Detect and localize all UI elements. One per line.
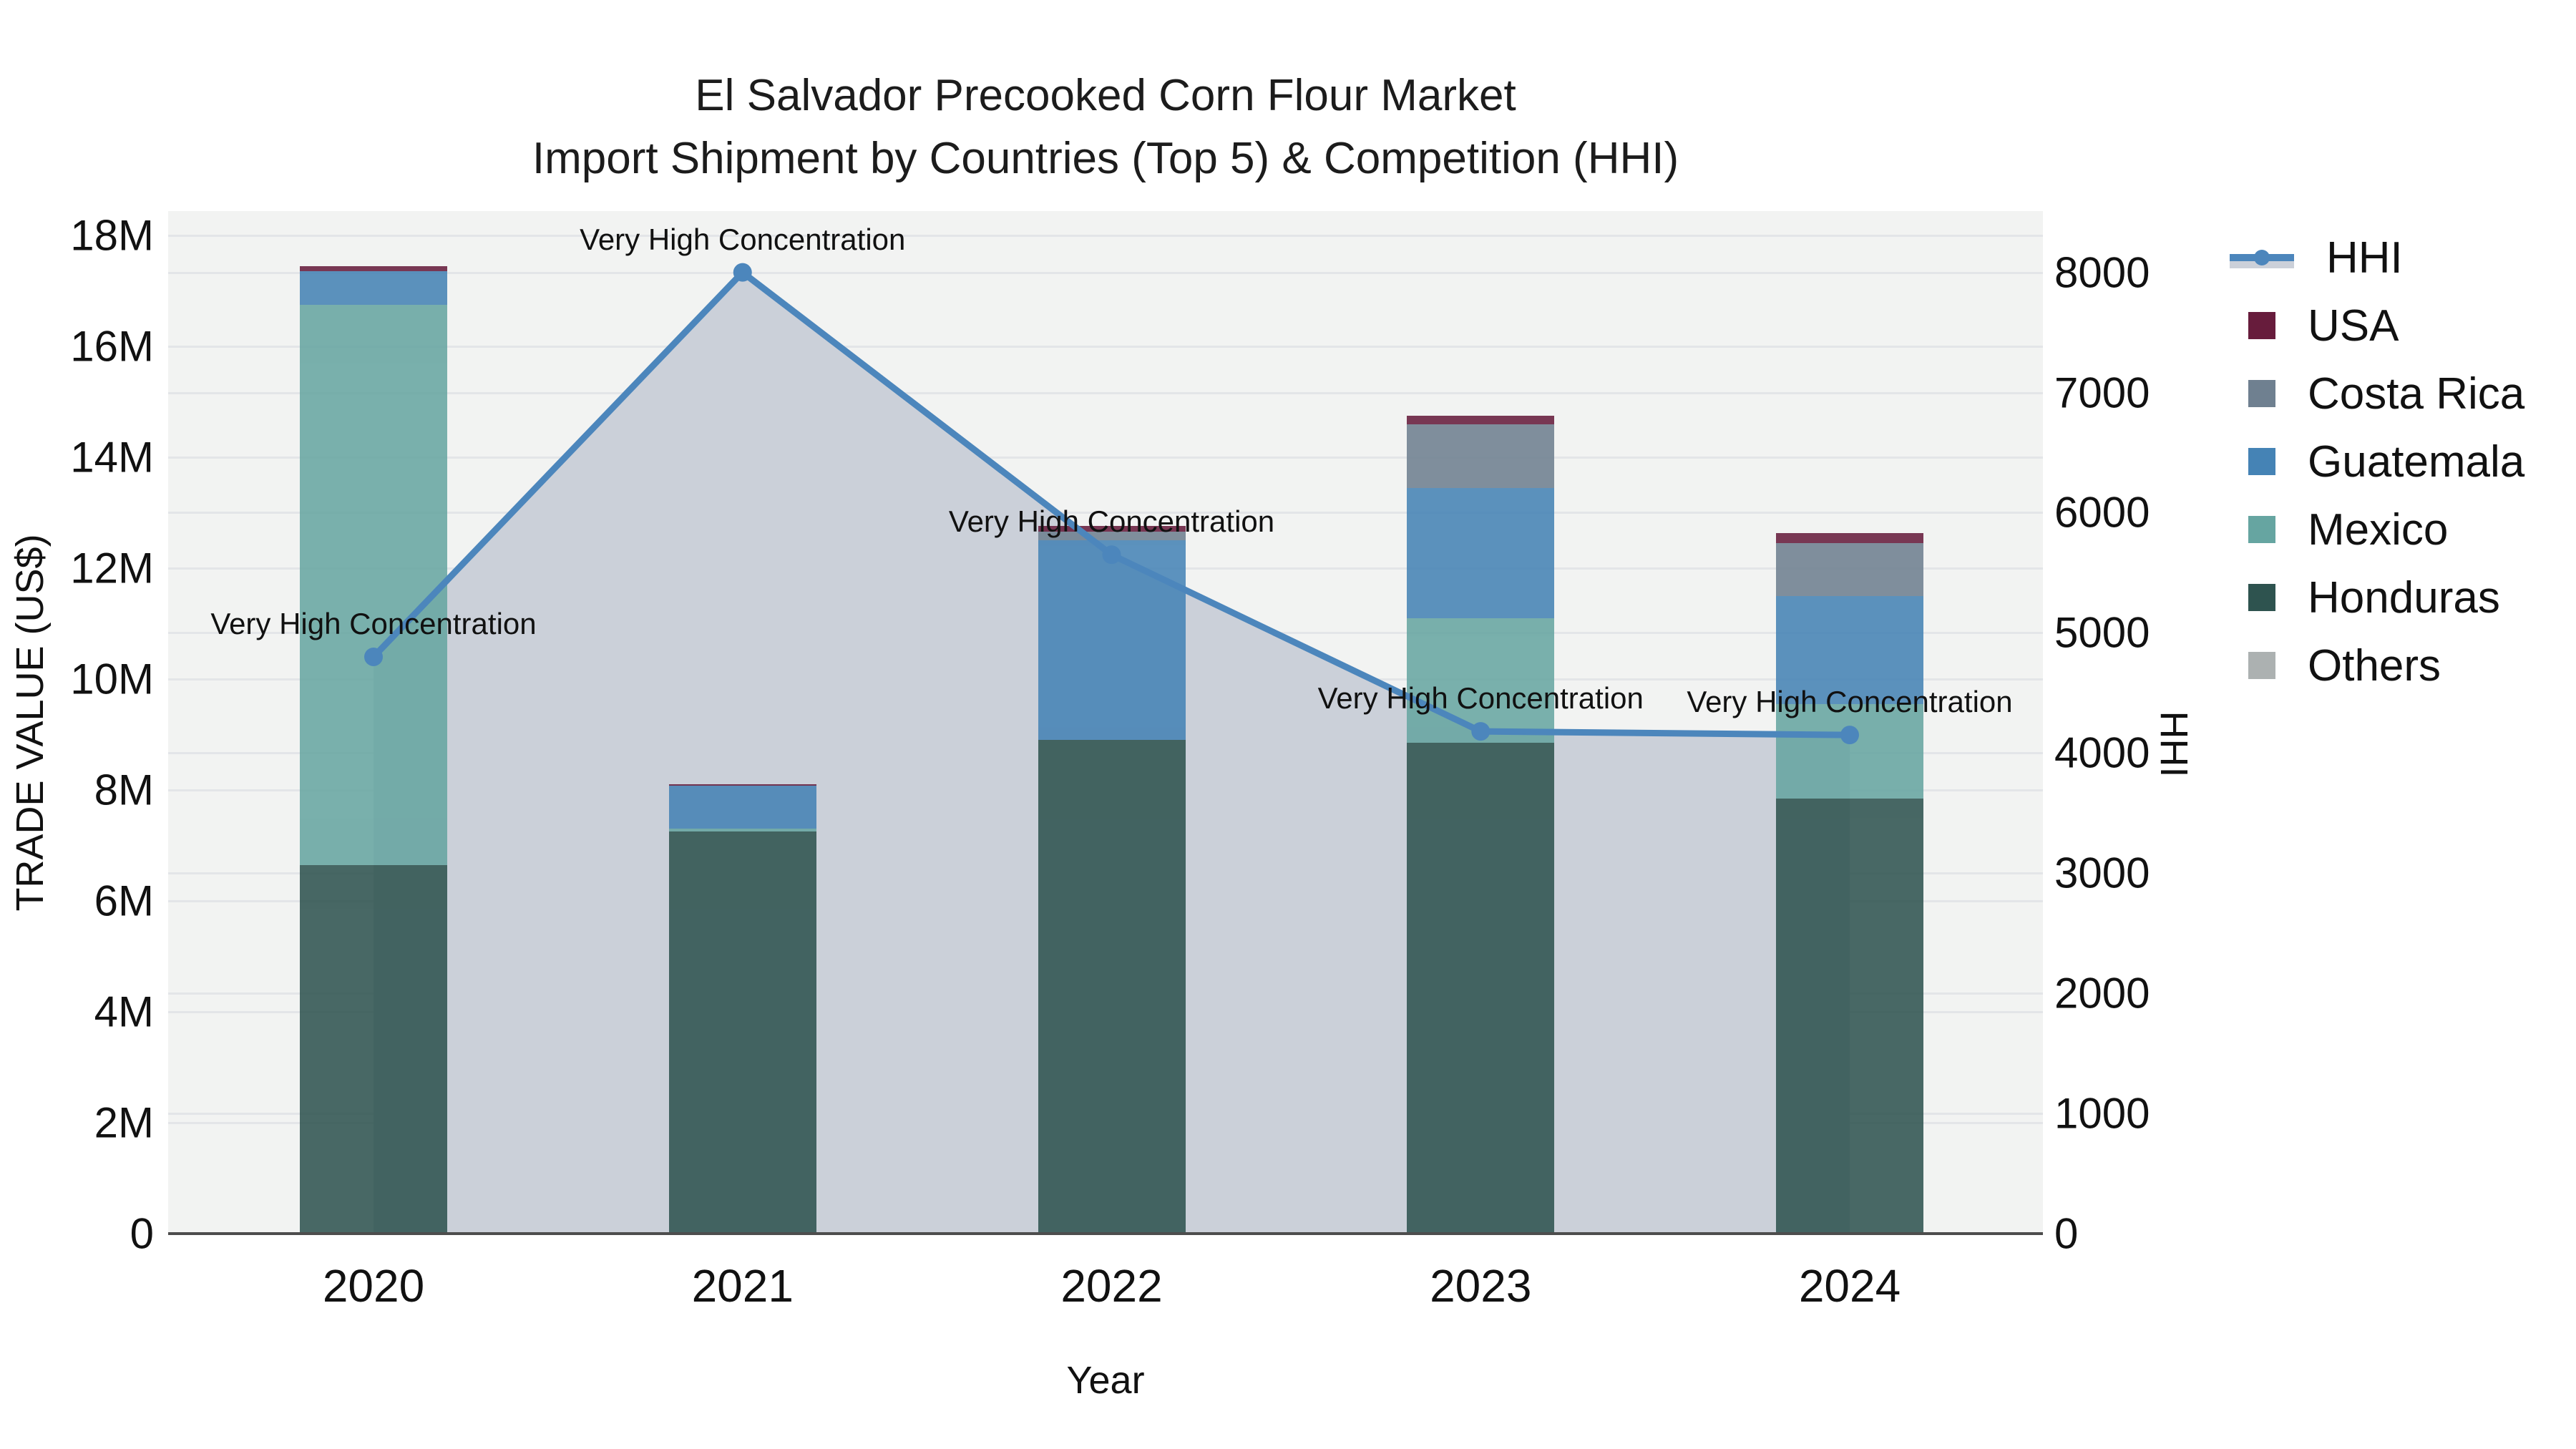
right-axis-tick: 2000 [2054, 969, 2150, 1018]
annotations-layer: Very High Concentration Very High Concent… [168, 211, 2043, 1234]
x-axis-tick-2022: 2022 [1060, 1260, 1163, 1312]
x-axis-tick-2021: 2021 [691, 1260, 794, 1312]
stacked-bar-2022 [1038, 526, 1186, 1234]
x-axis-line [168, 1232, 2043, 1235]
left-axis-tick: 4M [94, 987, 154, 1036]
stacked-bar-2024 [1776, 533, 1923, 1234]
legend-swatch-usa [2248, 312, 2275, 339]
hhi-marker-2024[interactable] [1840, 726, 1859, 745]
bar-segment-honduras-2021[interactable] [668, 831, 816, 1234]
right-axis-tick: 4000 [2054, 728, 2150, 777]
gridline-right-axis [168, 271, 2043, 274]
bar-segment-mexico-2021[interactable] [668, 829, 816, 832]
right-axis-title: HHI [2152, 711, 2195, 778]
bar-segment-guatemala-2021[interactable] [668, 785, 816, 829]
bar-segment-guatemala-2023[interactable] [1407, 487, 1555, 618]
left-axis-tick: 18M [70, 211, 154, 260]
gridline-left-axis [168, 346, 2043, 348]
bar-segment-honduras-2020[interactable] [300, 864, 447, 1234]
gridline-left-axis [168, 235, 2043, 238]
right-axis-tick: 8000 [2054, 248, 2150, 297]
legend-item-others[interactable]: Others [2225, 637, 2569, 694]
legend-label-mexico: Mexico [2308, 504, 2449, 555]
x-axis-title: Year [1066, 1359, 1145, 1402]
bar-segment-usa-2022[interactable] [1038, 526, 1186, 532]
legend-item-costa_rica[interactable]: Costa Rica [2225, 365, 2569, 422]
bar-segment-guatemala-2020[interactable] [300, 271, 447, 305]
annotation-2020: Very High Concentration [210, 606, 537, 640]
bar-segment-guatemala-2022[interactable] [1038, 540, 1186, 741]
bar-segment-usa-2021[interactable] [668, 784, 816, 786]
legend-swatch-costa_rica [2248, 380, 2275, 407]
bar-segment-mexico-2020[interactable] [300, 304, 447, 865]
hhi-line-layer [168, 211, 2043, 1234]
gridline-right-axis [168, 512, 2043, 514]
stacked-bar-2021 [668, 784, 816, 1234]
x-axis-tick-2023: 2023 [1430, 1260, 1532, 1312]
gridline-left-axis [168, 457, 2043, 459]
annotation-2022: Very High Concentration [948, 504, 1275, 539]
bar-segment-usa-2024[interactable] [1776, 533, 1923, 544]
x-axis-tick-2024: 2024 [1798, 1260, 1901, 1312]
legend-label-hhi: HHI [2326, 233, 2403, 283]
hhi-marker-2021[interactable] [733, 263, 752, 282]
chart-title-line1: El Salvador Precooked Corn Flour Market [695, 71, 1516, 120]
legend-label-others: Others [2308, 640, 2441, 691]
right-axis-tick: 5000 [2054, 608, 2150, 657]
bar-segment-mexico-2024[interactable] [1776, 703, 1923, 799]
left-axis-tick: 10M [70, 655, 154, 703]
legend-item-mexico[interactable]: Mexico [2225, 501, 2569, 558]
left-axis-tick: 0 [130, 1209, 154, 1258]
left-axis-tick: 16M [70, 322, 154, 371]
legend-swatch-others [2248, 652, 2275, 679]
right-axis-tick: 3000 [2054, 849, 2150, 897]
hhi-legend-marker [2254, 250, 2270, 265]
hhi-marker-2020[interactable] [364, 647, 383, 666]
right-axis-tick: 0 [2054, 1209, 2079, 1258]
annotation-2024: Very High Concentration [1687, 685, 2013, 719]
hhi-marker-2023[interactable] [1471, 722, 1491, 741]
legend-item-usa[interactable]: USA [2225, 297, 2569, 354]
left-axis-tick: 8M [94, 766, 154, 814]
bar-segment-costa_rica-2023[interactable] [1407, 424, 1555, 488]
legend-item-honduras[interactable]: Honduras [2225, 569, 2569, 626]
legend-swatch-guatemala [2248, 448, 2275, 475]
chart-title-line2: Import Shipment by Countries (Top 5) & C… [532, 134, 1679, 183]
legend-item-hhi[interactable]: HHI [2225, 229, 2569, 286]
bar-segment-usa-2020[interactable] [300, 265, 447, 272]
legend-label-honduras: Honduras [2308, 572, 2500, 623]
left-axis-tick: 6M [94, 877, 154, 925]
legend-label-guatemala: Guatemala [2308, 436, 2525, 487]
x-axis-tick-2020: 2020 [322, 1260, 425, 1312]
gridline-right-axis [168, 391, 2043, 394]
legend-label-usa: USA [2308, 301, 2399, 351]
right-axis-tick: 7000 [2054, 369, 2150, 417]
hhi-marker-2022[interactable] [1102, 545, 1121, 565]
right-axis-tick: 1000 [2054, 1089, 2150, 1138]
left-axis-tick: 12M [70, 544, 154, 592]
stacked-bar-2020 [300, 265, 447, 1234]
right-axis-tick: 6000 [2054, 488, 2150, 537]
legend-item-guatemala[interactable]: Guatemala [2225, 433, 2569, 490]
legend-label-costa_rica: Costa Rica [2308, 369, 2525, 419]
hhi-legend-icon [2230, 244, 2294, 271]
bar-segment-costa_rica-2024[interactable] [1776, 543, 1923, 596]
left-axis-tick: 14M [70, 433, 154, 482]
plot-area: Very High Concentration Very High Concent… [168, 211, 2043, 1235]
bar-segment-guatemala-2024[interactable] [1776, 595, 1923, 704]
bar-segment-honduras-2023[interactable] [1407, 743, 1555, 1234]
left-axis-tick: 2M [94, 1098, 154, 1147]
bars-layer [168, 211, 2043, 1234]
annotation-2021: Very High Concentration [580, 222, 906, 256]
bar-segment-costa_rica-2022[interactable] [1038, 531, 1186, 541]
annotation-2023: Very High Concentration [1317, 681, 1644, 716]
bar-segment-usa-2023[interactable] [1407, 415, 1555, 424]
stacked-bar-2023 [1407, 415, 1555, 1234]
legend-swatch-honduras [2248, 584, 2275, 611]
bar-segment-honduras-2022[interactable] [1038, 740, 1186, 1234]
legend-swatch-mexico [2248, 516, 2275, 543]
bar-segment-honduras-2024[interactable] [1776, 798, 1923, 1234]
